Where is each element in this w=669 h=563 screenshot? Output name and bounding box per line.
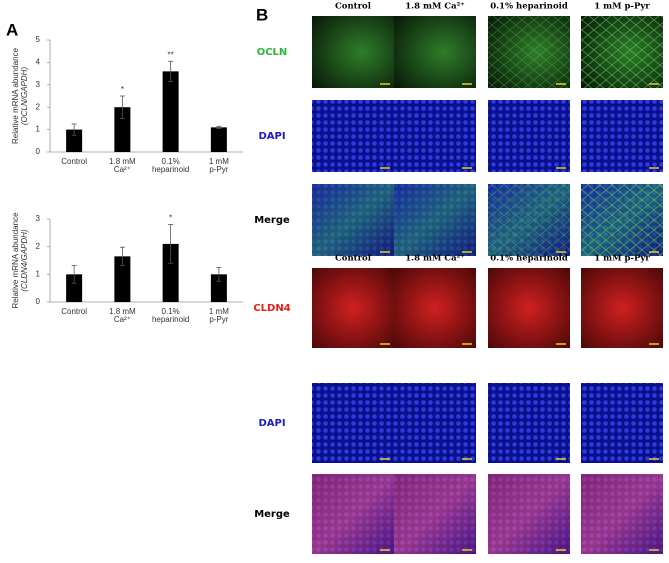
x-tick-label: 0.1% bbox=[162, 307, 180, 316]
micrograph bbox=[394, 383, 476, 463]
micrograph-nuclei bbox=[488, 474, 570, 554]
y-axis-label: Relative mRNA abundance bbox=[11, 47, 20, 144]
significance-mark: * bbox=[169, 214, 172, 223]
y-tick-label: 0 bbox=[36, 297, 41, 306]
x-tick-label: 0.1% bbox=[162, 157, 180, 166]
column-header: Control bbox=[335, 2, 372, 12]
row-label: Merge bbox=[254, 215, 290, 226]
column-header: 0.1% heparinoid bbox=[490, 254, 568, 264]
micrograph-junctions bbox=[488, 184, 570, 256]
x-tick-label: p-Pyr bbox=[209, 165, 228, 174]
y-tick-label: 3 bbox=[36, 80, 41, 89]
row-label: DAPI bbox=[258, 418, 285, 429]
row-label: OCLN bbox=[257, 47, 288, 58]
column-header: 1 mM p-Pyr bbox=[594, 254, 650, 264]
y-tick-label: 4 bbox=[36, 58, 41, 67]
micrograph bbox=[488, 268, 570, 348]
y-tick-label: 1 bbox=[36, 125, 41, 134]
y-tick-label: 2 bbox=[36, 102, 41, 111]
micrograph bbox=[488, 100, 570, 172]
y-axis-label: (OCLN/GAPDH) bbox=[20, 67, 29, 126]
column-header: 0.1% heparinoid bbox=[490, 2, 568, 12]
micrograph-nuclei bbox=[312, 184, 394, 256]
row-label: CLDN4 bbox=[253, 303, 290, 314]
micrograph bbox=[312, 100, 394, 172]
row-label: DAPI bbox=[258, 131, 285, 142]
micrograph bbox=[581, 100, 663, 172]
x-tick-label: p-Pyr bbox=[209, 315, 228, 324]
bar bbox=[66, 274, 83, 302]
x-tick-label: Ca²⁺ bbox=[114, 315, 131, 324]
micrograph-junctions bbox=[581, 184, 663, 256]
bar bbox=[162, 71, 179, 152]
micrograph-junctions bbox=[581, 16, 663, 88]
micrograph bbox=[394, 100, 476, 172]
micrograph-nuclei bbox=[394, 184, 476, 256]
row-label: Merge bbox=[254, 509, 290, 520]
bar bbox=[66, 129, 83, 152]
column-header: 1 mM p-Pyr bbox=[594, 2, 650, 12]
micrograph bbox=[394, 16, 476, 88]
significance-mark: ** bbox=[168, 50, 174, 59]
x-tick-label: Control bbox=[61, 157, 87, 166]
panel-label: A bbox=[6, 20, 18, 39]
column-header: Control bbox=[335, 254, 372, 264]
x-tick-label: 1 mM bbox=[209, 157, 229, 166]
micrograph-junctions bbox=[488, 16, 570, 88]
y-tick-label: 0 bbox=[36, 147, 41, 156]
micrograph-nuclei bbox=[312, 474, 394, 554]
bar bbox=[210, 274, 227, 302]
micrograph bbox=[581, 383, 663, 463]
micrograph bbox=[312, 383, 394, 463]
bar bbox=[114, 107, 131, 152]
column-header: 1.8 mM Ca²⁺ bbox=[405, 254, 465, 264]
x-tick-label: 1.8 mM bbox=[109, 307, 136, 316]
y-tick-label: 5 bbox=[36, 35, 41, 44]
panel-label: B bbox=[256, 5, 268, 24]
micrograph-nuclei bbox=[581, 474, 663, 554]
x-tick-label: 1.8 mM bbox=[109, 157, 136, 166]
micrograph-nuclei bbox=[394, 474, 476, 554]
x-tick-label: Control bbox=[61, 307, 87, 316]
x-tick-label: heparinoid bbox=[152, 165, 189, 174]
micrograph bbox=[312, 16, 394, 88]
micrograph bbox=[581, 268, 663, 348]
column-header: 1.8 mM Ca²⁺ bbox=[405, 2, 465, 12]
y-tick-label: 1 bbox=[36, 269, 41, 278]
micrograph bbox=[394, 268, 476, 348]
micrograph bbox=[312, 268, 394, 348]
y-tick-label: 3 bbox=[36, 214, 41, 223]
micrograph bbox=[488, 383, 570, 463]
significance-mark: * bbox=[121, 85, 124, 94]
bar bbox=[162, 243, 179, 302]
y-tick-label: 2 bbox=[36, 242, 41, 251]
x-tick-label: Ca²⁺ bbox=[114, 165, 131, 174]
bar bbox=[114, 256, 131, 302]
x-tick-label: 1 mM bbox=[209, 307, 229, 316]
y-axis-label: (CLDN4/GAPDH) bbox=[20, 229, 29, 292]
x-tick-label: heparinoid bbox=[152, 315, 189, 324]
bar bbox=[210, 127, 227, 152]
y-axis-label: Relative mRNA abundance bbox=[11, 212, 20, 309]
